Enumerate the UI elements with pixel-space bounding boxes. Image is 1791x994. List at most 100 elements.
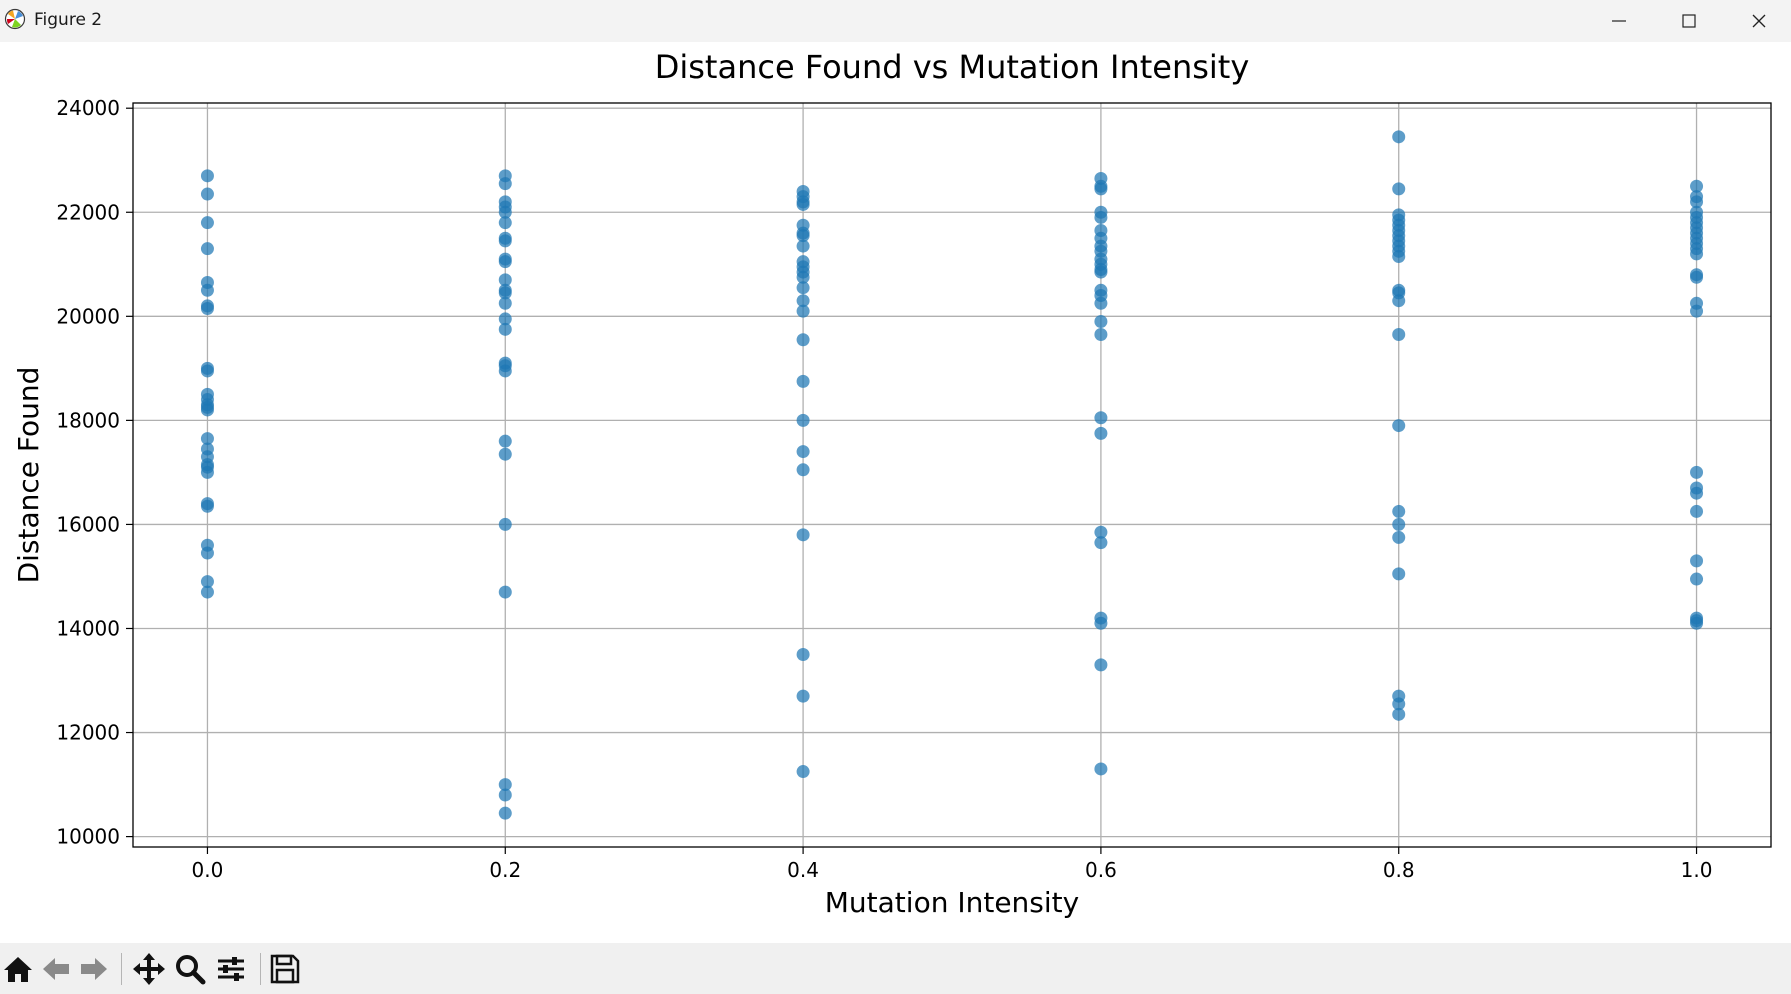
configure-subplots-icon xyxy=(218,957,244,981)
scatter-point xyxy=(200,364,214,378)
scatter-point xyxy=(498,312,512,326)
scatter-point xyxy=(1392,328,1406,342)
scatter-point xyxy=(1392,130,1406,144)
scatter-point xyxy=(498,778,512,792)
scatter-point xyxy=(1392,294,1406,308)
scatter-point xyxy=(796,528,810,542)
scatter-point xyxy=(498,806,512,820)
zoom-icon xyxy=(176,955,206,985)
scatter-point xyxy=(498,205,512,219)
scatter-point xyxy=(200,575,214,589)
scatter-point xyxy=(1392,567,1406,581)
close-button[interactable] xyxy=(1724,0,1791,42)
x-axis-label: Mutation Intensity xyxy=(825,886,1079,919)
scatter-point xyxy=(796,445,810,459)
configure-subplots-button[interactable] xyxy=(213,951,249,987)
scatter-point xyxy=(1094,658,1108,672)
scatter-point xyxy=(498,296,512,310)
scatter-point xyxy=(1690,195,1704,209)
scatter-point xyxy=(1392,249,1406,263)
app-icon xyxy=(4,8,26,30)
scatter-point xyxy=(498,788,512,802)
scatter-point xyxy=(796,294,810,308)
scatter-point xyxy=(498,286,512,300)
chart-title: Distance Found vs Mutation Intensity xyxy=(655,48,1250,86)
toolbar-separator xyxy=(260,953,261,985)
maximize-button[interactable] xyxy=(1654,0,1724,42)
scatter-point xyxy=(1094,762,1108,776)
scatter-point xyxy=(1690,465,1704,479)
scatter-point xyxy=(1094,411,1108,425)
scatter-point xyxy=(498,447,512,461)
scatter-point xyxy=(1392,182,1406,196)
scatter-point xyxy=(1094,182,1108,196)
scatter-point xyxy=(796,333,810,347)
scatter-point xyxy=(1392,530,1406,544)
scatter-point xyxy=(200,216,214,230)
save-icon xyxy=(270,954,300,984)
scatter-point xyxy=(1094,328,1108,342)
x-tick-label: 0.0 xyxy=(192,858,224,882)
x-tick-label: 0.8 xyxy=(1383,858,1415,882)
x-tick-label: 0.4 xyxy=(787,858,819,882)
figure-canvas[interactable]: 0.0 0.2 0.4 0.6 0.8 1.0 10000 12000 14000 16000 18… xyxy=(0,42,1791,943)
minimize-button[interactable] xyxy=(1584,0,1654,42)
scatter-point xyxy=(1690,247,1704,261)
scatter-point xyxy=(1392,707,1406,721)
y-tick-label: 18000 xyxy=(56,408,120,432)
pan-icon xyxy=(133,953,165,985)
scatter-point xyxy=(200,546,214,560)
scatter-point xyxy=(1690,572,1704,586)
scatter-point xyxy=(1392,419,1406,433)
scatter-point xyxy=(498,255,512,269)
scatter-point xyxy=(796,463,810,477)
scatter-point xyxy=(200,187,214,201)
window-title-bar: Figure 2 xyxy=(0,0,1791,42)
scatter-point xyxy=(498,273,512,287)
maximize-icon xyxy=(1682,14,1696,28)
window-title: Figure 2 xyxy=(34,10,103,30)
scatter-point xyxy=(1094,525,1108,539)
scatter-point xyxy=(200,499,214,513)
scatter-point xyxy=(200,169,214,183)
scatter-point xyxy=(796,689,810,703)
scatter-point xyxy=(796,413,810,427)
scatter-point xyxy=(1690,504,1704,518)
scatter-point xyxy=(200,465,214,479)
back-arrow-icon xyxy=(43,958,69,980)
save-button[interactable] xyxy=(267,951,303,987)
scatter-point xyxy=(1094,265,1108,279)
scatter-point xyxy=(498,585,512,599)
y-tick-label: 16000 xyxy=(56,512,120,536)
scatter-point xyxy=(1690,179,1704,193)
scatter-point xyxy=(1690,554,1704,568)
scatter-point xyxy=(796,229,810,243)
y-tick-label: 20000 xyxy=(56,304,120,328)
y-axis-label: Distance Found xyxy=(12,367,45,584)
scatter-point xyxy=(796,374,810,388)
minimize-icon xyxy=(1612,20,1626,22)
forward-button[interactable] xyxy=(76,951,112,987)
pan-button[interactable] xyxy=(131,951,167,987)
scatter-point xyxy=(1392,517,1406,531)
close-icon xyxy=(1752,14,1766,28)
back-button[interactable] xyxy=(38,951,74,987)
scatter-point xyxy=(1690,270,1704,284)
scatter-point xyxy=(498,434,512,448)
scatter-point xyxy=(796,765,810,779)
scatter-point xyxy=(796,281,810,295)
scatter-point xyxy=(200,585,214,599)
forward-arrow-icon xyxy=(81,958,107,980)
x-tick-label: 0.6 xyxy=(1085,858,1117,882)
y-tick-label: 12000 xyxy=(56,721,120,745)
toolbar-separator xyxy=(121,953,122,985)
scatter-point xyxy=(498,177,512,191)
home-button[interactable] xyxy=(0,951,36,987)
y-tick-label: 22000 xyxy=(56,200,120,224)
scatter-point xyxy=(1392,697,1406,711)
scatter-point xyxy=(1094,315,1108,329)
zoom-button[interactable] xyxy=(172,951,208,987)
scatter-point xyxy=(1690,616,1704,630)
scatter-point xyxy=(1094,296,1108,310)
scatter-chart: 0.0 0.2 0.4 0.6 0.8 1.0 10000 12000 14000 16000 18… xyxy=(12,48,1772,919)
